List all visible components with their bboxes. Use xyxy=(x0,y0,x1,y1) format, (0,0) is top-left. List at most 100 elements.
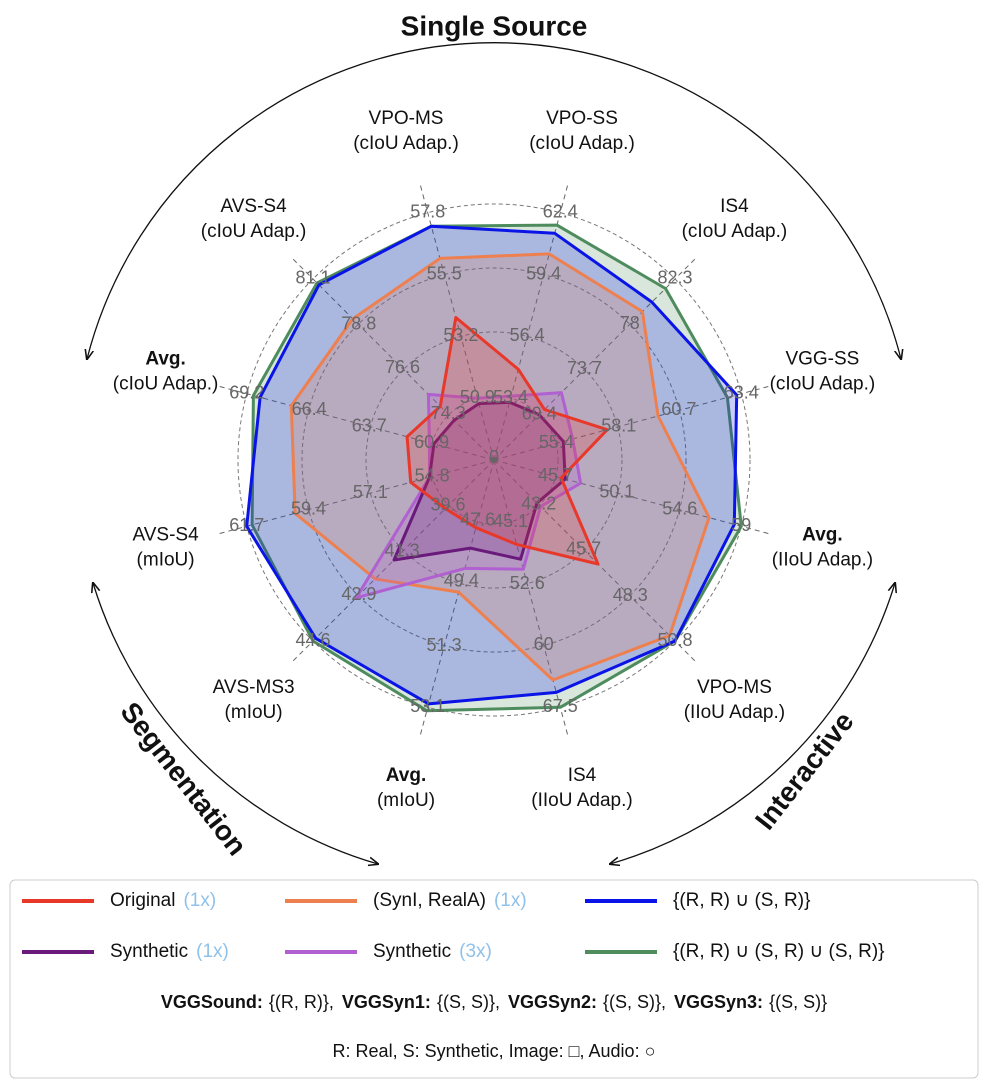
spoke xyxy=(493,181,570,461)
grid-ring xyxy=(237,203,751,717)
tick-label: 41.3 xyxy=(385,541,420,561)
tick-label: 53.2 xyxy=(443,325,478,345)
origin xyxy=(491,457,497,463)
series-line xyxy=(354,391,583,600)
spoke xyxy=(493,255,699,461)
tick-label: 53.4 xyxy=(493,387,528,407)
tick-label: 66.4 xyxy=(292,399,327,419)
tick-label: 76.6 xyxy=(385,357,420,377)
dataset-name: VGGSyn3: xyxy=(674,992,763,1012)
legend-label: {(R, R) ∪ (S, R)} xyxy=(673,890,810,911)
dataset-set: {(S, S)} xyxy=(769,992,827,1012)
series-line xyxy=(250,223,743,713)
legend-multiplier: (3x) xyxy=(459,941,492,962)
series-line xyxy=(245,224,739,706)
tick-label: 49.4 xyxy=(444,571,479,591)
legend-name: Original xyxy=(110,890,175,911)
axis-label: (cIoU Adap.) xyxy=(113,374,219,395)
tick-label: 82.3 xyxy=(657,268,692,288)
legend-name: {(R, R) ∪ (S, R) ∪ (S, R)} xyxy=(673,941,885,962)
tick-label: 50.1 xyxy=(599,482,634,502)
tick-label: 57.8 xyxy=(410,201,445,221)
spoke xyxy=(493,459,773,536)
legend-name: {(R, R) ∪ (S, R)} xyxy=(673,890,810,911)
dataset-set: {(S, S)}, xyxy=(437,992,500,1012)
tick-label: 56.4 xyxy=(510,325,545,345)
axis-label: Avg. xyxy=(386,765,426,786)
dataset-set: {(R, R)}, xyxy=(269,992,334,1012)
spoke xyxy=(418,181,495,461)
axis-label: (IIoU Adap.) xyxy=(772,550,873,571)
dataset-name: VGGSyn1: xyxy=(342,992,431,1012)
spoke xyxy=(289,255,495,461)
tick-label: 47.6 xyxy=(460,510,495,530)
tick-label: 45.7 xyxy=(538,465,573,485)
tick-label: 60.7 xyxy=(661,399,696,419)
series-line xyxy=(289,252,711,682)
tick-label: 48.3 xyxy=(613,585,648,605)
origin-label: 0 xyxy=(489,447,499,467)
tick-label: 55.4 xyxy=(539,432,574,452)
tick-label: 59.4 xyxy=(526,263,561,283)
plot: 50.9 53.2 55.5 57.8 VPO-MS (cIoU Adap.) 53.4 56… xyxy=(113,108,875,811)
axis-label: Avg. xyxy=(802,525,842,546)
tick-label: 54.6 xyxy=(662,499,697,519)
tick-label: 59.4 xyxy=(291,498,326,518)
axis-label: IS4 xyxy=(568,765,597,786)
legend-name: Synthetic xyxy=(373,941,451,962)
spoke xyxy=(493,459,570,739)
legend-label: {(R, R) ∪ (S, R) ∪ (S, R)} xyxy=(673,941,885,962)
dataset-name: VGGSyn2: xyxy=(508,992,597,1012)
tick-label: 69.2 xyxy=(229,382,264,402)
axis-label: AVS-MS3 xyxy=(213,677,295,698)
tick-label: 73.7 xyxy=(567,358,602,378)
dataset-name: VGGSound: xyxy=(161,992,263,1012)
grid-ring xyxy=(365,331,623,589)
legend-box xyxy=(9,879,979,1079)
tick-label: 74.3 xyxy=(431,403,466,423)
axis-label: (cIoU Adap.) xyxy=(353,133,459,154)
spoke xyxy=(289,459,495,665)
tick-label: 62.4 xyxy=(543,201,578,221)
tick-label: 67.5 xyxy=(543,696,578,716)
series-area xyxy=(252,225,742,711)
tick-label: 39.6 xyxy=(431,495,466,515)
legend-multiplier: (1x) xyxy=(196,941,229,962)
spoke xyxy=(215,384,495,461)
spoke xyxy=(215,459,495,536)
tick-label: 69.4 xyxy=(522,403,557,423)
tick-label: 43.2 xyxy=(521,494,556,514)
axis-label: VPO-SS xyxy=(546,108,618,129)
tick-label: 45.7 xyxy=(566,538,601,558)
axis-label: AVS-S4 xyxy=(132,525,199,546)
dataset-legend: VGGSound: {(R, R)}, VGGSyn1: {(S, S)}, VGGSy… xyxy=(161,992,827,1012)
tick-label: 51.3 xyxy=(427,635,462,655)
tick-label: 44.6 xyxy=(295,630,330,650)
axis-label: (IIoU Adap.) xyxy=(684,702,785,723)
series-line xyxy=(392,400,567,562)
tick-label: 45.1 xyxy=(493,511,528,531)
series-line xyxy=(405,316,609,566)
legend-label: (SynI, RealA) (1x) xyxy=(373,890,527,911)
legend-label: Original (1x) xyxy=(110,890,216,911)
tick-label: 63.4 xyxy=(724,382,759,402)
axis-label: (cIoU Adap.) xyxy=(201,221,307,242)
legend-note: R: Real, S: Synthetic, Image: □, Audio: … xyxy=(333,1041,656,1061)
tick-label: 60 xyxy=(534,634,554,654)
axis-label: (mIoU) xyxy=(137,550,195,571)
axis-label: (cIoU Adap.) xyxy=(682,221,788,242)
tick-label: 61.7 xyxy=(229,515,264,535)
legend-multiplier: (1x) xyxy=(183,890,216,911)
dataset-set: {(S, S)}, xyxy=(603,992,666,1012)
tick-label: 58.1 xyxy=(601,415,636,435)
tick-label: 52.6 xyxy=(510,573,545,593)
group-label: Single Source xyxy=(401,10,588,41)
axis-label: VPO-MS xyxy=(369,108,444,129)
grid-ring xyxy=(301,267,687,653)
series-area xyxy=(291,253,710,680)
series-area xyxy=(407,317,608,564)
tick-label: 42.9 xyxy=(341,584,376,604)
axis-label: VGG-SS xyxy=(785,349,859,370)
axis-label: (cIoU Adap.) xyxy=(529,133,635,154)
